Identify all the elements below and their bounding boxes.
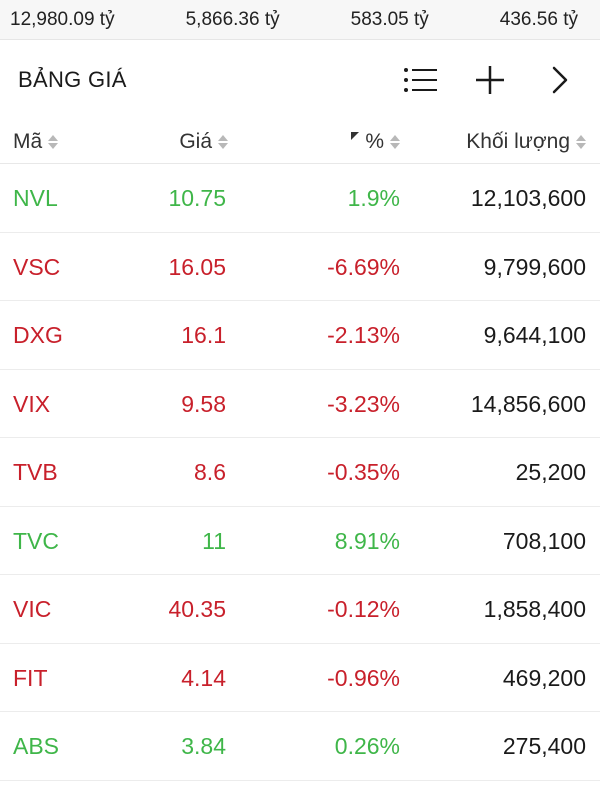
column-price[interactable]: Giá [179,120,228,164]
stock-price: 10.75 [168,185,226,211]
stock-change-percent: -2.13% [327,322,400,348]
table-row[interactable]: DXG 16.1 -2.13% 9,644,100 [0,301,600,370]
stock-symbol: TVB [13,459,58,485]
stock-symbol: DXG [13,322,63,348]
stock-change-percent: -0.12% [327,596,400,622]
stock-change-percent: -0.35% [327,459,400,485]
plus-icon[interactable] [470,60,510,100]
summary-value: 12,980.09 tỷ [10,8,115,30]
stock-volume: 469,200 [502,664,586,691]
header-actions [400,60,580,100]
column-volume-label: Khối lượng [466,130,570,153]
table-header: Mã Giá % Khối lượng [0,120,600,164]
stock-symbol: NVL [13,185,58,211]
column-symbol-label: Mã [13,130,43,153]
stock-symbol: VIC [13,596,52,622]
column-symbol[interactable]: Mã [13,120,59,164]
table-row[interactable]: ABS 3.84 0.26% 275,400 [0,712,600,781]
list-icon[interactable] [400,60,440,100]
stock-price: 4.14 [181,664,226,691]
stock-price: 40.35 [168,596,226,622]
summary-value: 583.05 tỷ [350,8,429,30]
stock-volume: 9,644,100 [483,322,586,348]
stock-price: 9.58 [181,390,226,417]
stock-symbol: FIT [13,664,48,691]
stock-price: 16.1 [181,322,226,348]
stock-price: 8.6 [194,459,226,485]
stock-volume: 9,799,600 [483,253,586,280]
sort-icon [576,135,586,149]
table-row[interactable]: FIT 4.14 -0.96% 469,200 [0,644,600,712]
table-row[interactable]: TVC 11 8.91% 708,100 [0,507,600,575]
stock-symbol: VIX [13,390,51,417]
stock-volume: 14,856,600 [470,390,586,417]
summary-value: 5,866.36 tỷ [185,8,280,30]
stock-price: 3.84 [181,733,226,759]
stock-change-percent: 1.9% [347,185,400,211]
sort-icon [218,135,228,149]
table-row[interactable]: TVB 8.6 -0.35% 25,200 [0,438,600,507]
stock-change-percent: -0.96% [327,664,400,691]
stock-symbol: ABS [13,733,60,759]
sort-icon [48,135,59,149]
stock-volume: 275,400 [502,733,586,759]
stock-change-percent: 8.91% [334,527,400,554]
summary-value: 436.56 tỷ [499,8,578,30]
table-row[interactable]: NVL 10.75 1.9% 12,103,600 [0,164,600,233]
stock-volume: 1,858,400 [483,596,586,622]
stock-volume: 25,200 [515,459,586,485]
stock-change-percent: -3.23% [327,390,400,417]
stock-symbol: TVC [13,527,59,554]
stock-symbol: VSC [13,253,61,280]
column-price-label: Giá [179,130,212,153]
stock-price: 16.05 [168,253,226,280]
page-header: BẢNG GIÁ [0,40,600,120]
table-row[interactable]: VSC 16.05 -6.69% 9,799,600 [0,233,600,301]
stock-volume: 12,103,600 [470,185,586,211]
flag-icon [351,132,360,140]
price-table: NVL 10.75 1.9% 12,103,600 VSC 16.05 -6.69% 9,79… [0,164,600,781]
stock-change-percent: 0.26% [334,733,400,759]
table-row[interactable]: VIX 9.58 -3.23% 14,856,600 [0,370,600,438]
stock-price: 11 [202,527,226,554]
market-summary-bar: 12,980.09 tỷ 5,866.36 tỷ 583.05 tỷ 436.5… [0,0,600,40]
page-title: BẢNG GIÁ [18,67,127,92]
stock-change-percent: -6.69% [327,253,400,280]
column-volume[interactable]: Khối lượng [466,120,586,164]
column-percent[interactable]: % [351,120,400,164]
stock-volume: 708,100 [502,527,586,554]
sort-icon [390,135,400,149]
chevron-right-icon[interactable] [540,60,580,100]
column-percent-label: % [365,130,384,153]
table-row[interactable]: VIC 40.35 -0.12% 1,858,400 [0,575,600,644]
